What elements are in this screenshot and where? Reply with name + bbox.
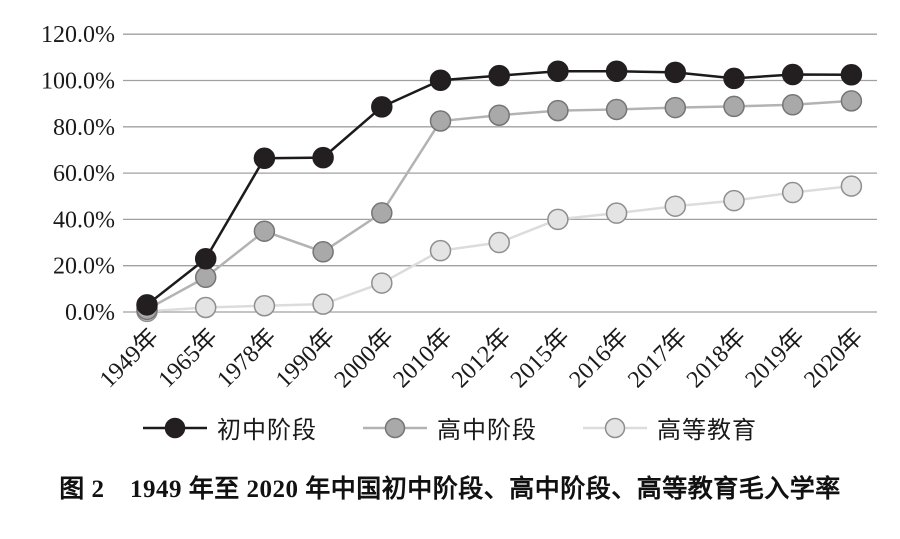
y-tick-label: 40.0% <box>53 207 115 233</box>
legend-item-senior-secondary: 高中阶段 <box>363 410 537 445</box>
x-tick-label: 2012年 <box>446 323 516 393</box>
data-point <box>605 98 628 121</box>
legend-marker-icon <box>363 417 427 438</box>
x-tick-label: 1965年 <box>153 323 223 393</box>
data-point <box>664 195 687 217</box>
x-tick-label: 1949年 <box>94 323 164 393</box>
data-point <box>723 67 745 90</box>
data-point <box>253 147 276 170</box>
data-point <box>194 266 217 289</box>
data-point <box>605 202 628 224</box>
data-point <box>781 181 804 204</box>
x-tick-label: 2020年 <box>799 323 869 393</box>
data-point <box>547 99 569 122</box>
legend-label: 初中阶段 <box>217 418 317 444</box>
data-point <box>312 293 334 315</box>
series-line <box>146 99 852 311</box>
legend-marker-icon <box>143 417 207 438</box>
x-tick-label: 2019年 <box>740 323 810 393</box>
x-tick-label: 2000年 <box>329 323 399 393</box>
x-tick-label: 2018年 <box>681 323 751 393</box>
x-tick-label: 2016年 <box>564 323 634 393</box>
y-tick-label: 100.0% <box>41 69 115 95</box>
data-point <box>429 69 452 92</box>
data-point <box>664 96 687 119</box>
x-tick-label: 1978年 <box>212 323 282 393</box>
x-tick-label: 1990年 <box>270 323 340 393</box>
legend-label: 高等教育 <box>657 418 757 444</box>
y-tick-label: 120.0% <box>41 22 115 48</box>
data-point <box>253 294 276 317</box>
data-point <box>488 104 510 126</box>
x-tick-label: 2017年 <box>623 323 693 393</box>
data-point <box>840 175 863 197</box>
data-point <box>371 96 393 118</box>
data-point <box>371 272 393 294</box>
legend-item-higher-education: 高等教育 <box>583 410 757 445</box>
data-point <box>194 248 217 270</box>
data-point <box>547 208 569 231</box>
chart-legend: 初中阶段 高中阶段 高等教育 <box>0 410 900 445</box>
data-point <box>371 202 393 224</box>
data-point <box>781 63 804 86</box>
legend-item-junior-secondary: 初中阶段 <box>143 410 317 445</box>
data-point <box>840 63 863 86</box>
data-point <box>840 90 863 112</box>
data-point <box>723 95 745 118</box>
y-tick-label: 0.0% <box>65 300 115 326</box>
data-point <box>488 231 510 254</box>
data-point <box>664 61 687 84</box>
data-point <box>605 60 628 82</box>
data-point <box>488 64 510 87</box>
legend-label: 高中阶段 <box>437 418 537 444</box>
data-point <box>547 60 569 82</box>
x-tick-label: 2015年 <box>505 323 575 393</box>
data-point <box>312 146 334 169</box>
figure-caption: 图 2 1949 年至 2020 年中国初中阶段、高中阶段、高等教育毛入学率 <box>59 476 841 503</box>
data-point <box>429 239 452 262</box>
data-point <box>194 296 217 319</box>
y-tick-label: 80.0% <box>53 115 115 141</box>
data-point <box>312 241 334 263</box>
data-point <box>136 294 158 316</box>
data-point <box>253 220 276 242</box>
line-chart: 0.0% 20.0% 40.0% 60.0% 80.0% 100.0% 120.0% 1949… <box>41 22 877 393</box>
y-tick-label: 60.0% <box>53 161 115 187</box>
x-tick-label: 2010年 <box>388 323 458 393</box>
data-point <box>723 189 745 212</box>
data-point <box>781 94 804 116</box>
legend-marker-icon <box>583 417 647 438</box>
y-tick-label: 20.0% <box>53 254 115 280</box>
data-point <box>429 110 452 132</box>
